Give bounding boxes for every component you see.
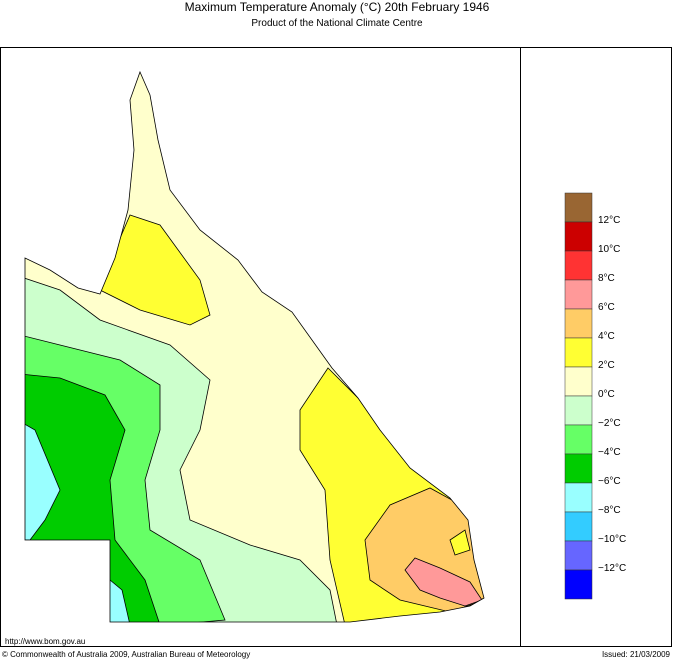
legend-swatch xyxy=(564,540,593,571)
legend-label: −8°C xyxy=(598,505,621,516)
zone-2-to-4-coastal xyxy=(449,529,471,556)
legend-swatch xyxy=(564,308,593,339)
legend-label: 6°C xyxy=(598,302,615,313)
legend-label: 8°C xyxy=(598,273,615,284)
map-title: Maximum Temperature Anomaly (°C) 20th Fe… xyxy=(184,0,490,14)
legend-label: 10°C xyxy=(598,244,621,255)
legend-label: 4°C xyxy=(598,331,615,342)
legend-swatch xyxy=(564,192,593,223)
legend-label: 12°C xyxy=(598,215,621,226)
legend-swatch xyxy=(564,424,593,455)
legend-swatch xyxy=(564,337,593,368)
legend-swatch xyxy=(564,482,593,513)
legend-swatch xyxy=(564,569,593,600)
legend-swatch xyxy=(564,221,593,252)
legend-label: 0°C xyxy=(598,389,615,400)
legend-swatch xyxy=(564,366,593,397)
legend-label: −6°C xyxy=(598,476,621,487)
legend-divider xyxy=(520,47,521,647)
url-text: http://www.bom.gov.au xyxy=(5,637,86,646)
legend-label: −10°C xyxy=(598,534,627,545)
legend-swatch xyxy=(564,395,593,426)
legend-swatch xyxy=(564,511,593,542)
map-frame xyxy=(0,47,672,647)
legend-label: −2°C xyxy=(598,418,621,429)
copyright-text: © Commonwealth of Australia 2009, Austra… xyxy=(2,650,251,659)
issued-text: Issued: 21/03/2009 xyxy=(601,650,670,659)
legend-swatch xyxy=(564,453,593,484)
legend-swatch xyxy=(564,279,593,310)
legend-label: −4°C xyxy=(598,447,621,458)
legend-label: 2°C xyxy=(598,360,615,371)
legend-label: −12°C xyxy=(598,563,627,574)
legend-swatch xyxy=(564,250,593,281)
legend-colorbar xyxy=(564,192,593,600)
map-subtitle: Product of the National Climate Centre xyxy=(251,18,423,29)
